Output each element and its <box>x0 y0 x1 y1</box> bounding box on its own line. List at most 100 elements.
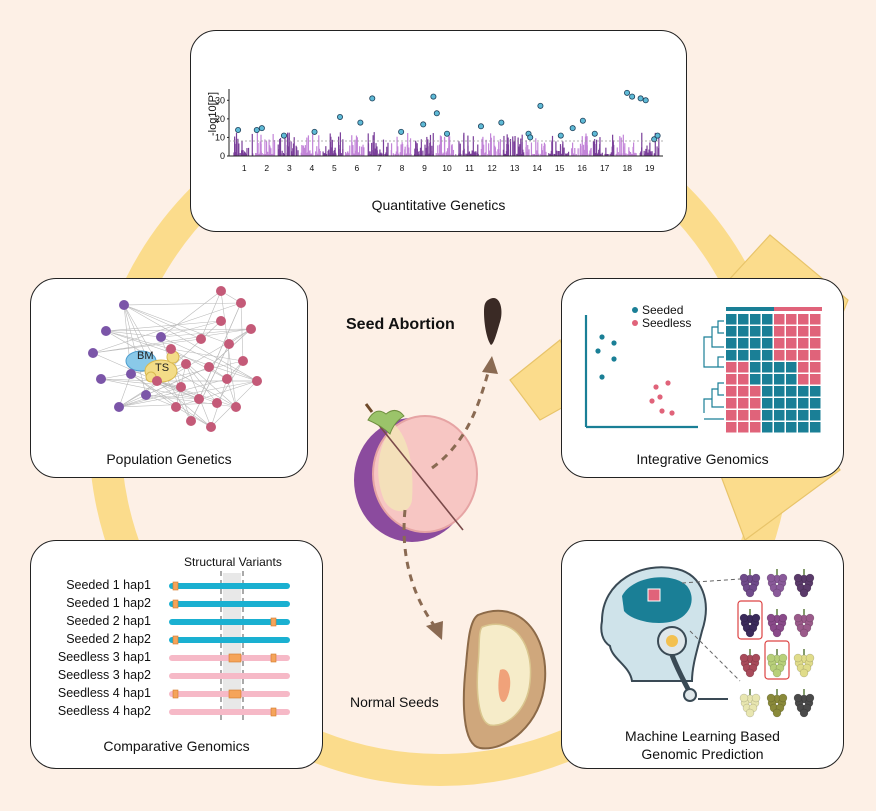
sv-haplotype-label: Seedless 4 hap2 <box>57 704 151 718</box>
grape-berry <box>799 708 809 718</box>
network-node <box>171 402 181 412</box>
network-node <box>238 356 248 366</box>
heatmap-cell <box>798 350 809 361</box>
panel-population-genetics: BM TS Population Genetics <box>30 278 308 478</box>
grape-berry <box>778 573 788 583</box>
heatmap-cell <box>774 374 785 385</box>
manhattan-x-tick: 12 <box>487 163 497 173</box>
manhattan-peak <box>537 102 544 109</box>
grape-berry <box>766 613 776 623</box>
grape-berry <box>772 668 782 678</box>
heatmap-cell <box>786 350 797 361</box>
network-node <box>176 382 186 392</box>
grape-berry <box>766 653 776 663</box>
manhattan-peak <box>253 127 260 134</box>
grape-berry <box>799 668 809 678</box>
network-edge <box>123 304 147 396</box>
scatter-point-seeded <box>599 374 605 380</box>
network-node <box>141 390 151 400</box>
heatmap-cell <box>798 362 809 373</box>
network-edge <box>123 304 258 382</box>
grape-bunch-icon <box>793 689 815 718</box>
robot-chip-icon <box>647 588 661 602</box>
scatter-point-seedless <box>659 408 665 414</box>
heatmap-cell <box>774 398 785 409</box>
ts-label: TS <box>155 362 169 374</box>
heatmap-cell <box>798 326 809 337</box>
heatmap-cell <box>774 386 785 397</box>
grape-berry <box>751 613 761 623</box>
grape-berry <box>745 628 755 638</box>
network-edge <box>156 380 237 408</box>
network-edge <box>105 330 258 382</box>
network-edge <box>130 373 200 400</box>
heatmap-cell <box>774 362 785 373</box>
network-edge <box>200 290 222 340</box>
grape-selected-box <box>737 600 763 640</box>
ml-pointer <box>681 578 741 584</box>
network-node <box>194 394 204 404</box>
heatmap-cell <box>786 338 797 349</box>
manhattan-peak <box>527 134 534 141</box>
heatmap-cell <box>810 386 821 397</box>
manhattan-peak <box>557 132 564 139</box>
manhattan-x-tick: 18 <box>622 163 632 173</box>
network-node <box>252 376 262 386</box>
panel-title-ml-line2: Genomic Prediction <box>641 746 764 762</box>
panel-integrative-genomics: Seeded Seedless Integrative Genomics <box>561 278 844 478</box>
heatmap-cell <box>774 314 785 325</box>
scatter-point-seedless <box>649 398 655 404</box>
manhattan-x-tick: 10 <box>442 163 452 173</box>
network-edge <box>190 343 230 422</box>
grape-berry <box>805 693 815 703</box>
grape-bunch-icon <box>793 649 815 678</box>
grape-berry <box>793 613 803 623</box>
scatter-point-seeded <box>611 340 617 346</box>
heatmap-cell <box>738 386 749 397</box>
network-node <box>222 374 232 384</box>
manhattan-x-tick: 1 <box>242 163 247 173</box>
network-node <box>196 334 206 344</box>
scatter-point-seeded <box>611 356 617 362</box>
network-edge <box>123 304 202 340</box>
grape-berry <box>739 613 749 623</box>
heatmap-cell <box>810 326 821 337</box>
heatmap-cell <box>750 326 761 337</box>
panel-comparative-genomics: Structural Variants Seeded 1 hap1 Seeded … <box>30 540 323 769</box>
grape-bunch-icon <box>793 569 815 598</box>
heatmap-cell <box>726 410 737 421</box>
heatmap-cell <box>786 410 797 421</box>
heatmap-cell <box>726 422 737 433</box>
ml-illustration <box>600 566 815 718</box>
panel-machine-learning: Machine Learning Based Genomic Predictio… <box>561 540 844 769</box>
panel-title-ml-line1: Machine Learning Based <box>625 728 780 744</box>
ml-pointer <box>689 630 741 682</box>
manhattan-x-tick: 15 <box>555 163 565 173</box>
grape-berry <box>745 588 755 598</box>
sv-haplotype-label: Seeded 1 hap1 <box>66 578 151 592</box>
grape-berry <box>739 693 749 703</box>
scatter-point-seeded <box>599 334 605 340</box>
network-node <box>152 376 162 386</box>
heatmap-cell <box>750 350 761 361</box>
label-seed-abortion: Seed Abortion <box>346 316 455 333</box>
heatmap-cell <box>786 314 797 325</box>
heatmap-cell <box>798 386 809 397</box>
heatmap-cell <box>762 398 773 409</box>
grape-bunch-icon <box>766 689 788 718</box>
heatmap-cell <box>726 386 737 397</box>
manhattan-peak <box>498 119 505 126</box>
heatmap-cell <box>798 338 809 349</box>
grape-berry <box>745 708 755 718</box>
manhattan-peak <box>579 117 586 124</box>
legend-label: Seedless <box>642 316 691 330</box>
network-edge <box>160 336 258 382</box>
grape-bunch-icon <box>739 649 761 678</box>
heatmap-cell <box>762 338 773 349</box>
manhattan-peak <box>477 123 484 130</box>
manhattan-y-tick: 30 <box>215 95 225 105</box>
network-node <box>216 286 226 296</box>
heatmap-cell <box>774 326 785 337</box>
network-node <box>224 339 234 349</box>
manhattan-peak <box>235 127 242 134</box>
